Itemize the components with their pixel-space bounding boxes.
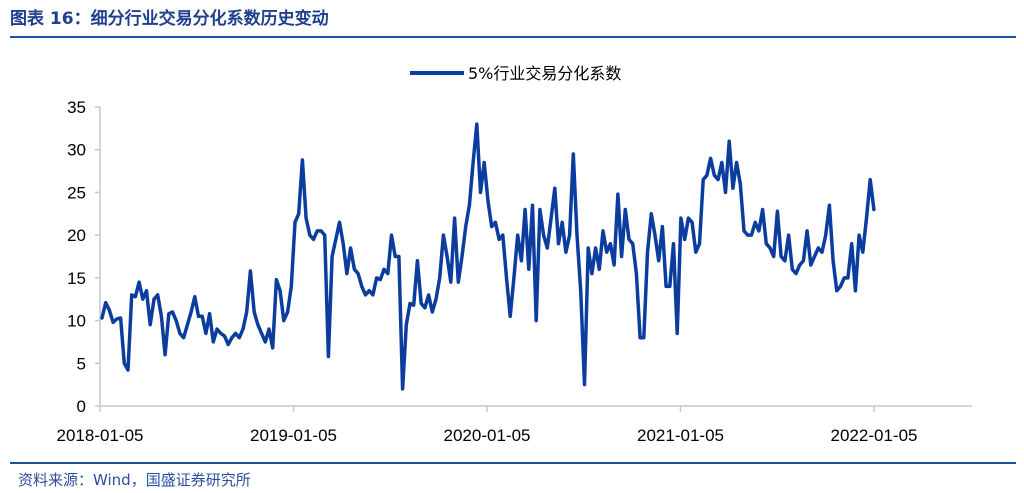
bottom-rule — [10, 462, 1016, 464]
x-tick-label: 2022-01-05 — [831, 426, 918, 445]
y-tick-label: 20 — [67, 226, 86, 245]
source-note: 资料来源：Wind，国盛证券研究所 — [18, 471, 251, 489]
x-tick-label: 2020-01-05 — [444, 426, 531, 445]
legend-label: 5%行业交易分化系数 — [468, 64, 621, 83]
figure-title: 图表 16：细分行业交易分化系数历史变动 — [10, 9, 329, 29]
y-tick-label: 10 — [67, 312, 86, 331]
y-tick-label: 0 — [77, 397, 86, 416]
y-axis-ticks: 0 5 10 15 20 25 30 35 — [67, 98, 100, 416]
legend: 5%行业交易分化系数 — [410, 64, 621, 83]
series-line — [100, 122, 876, 391]
y-tick-label: 15 — [67, 269, 86, 288]
y-tick-label: 35 — [67, 98, 86, 117]
x-axis-ticks: 2018-01-05 2019-01-05 2020-01-05 2021-01-05… — [57, 406, 918, 445]
x-tick-label: 2019-01-05 — [250, 426, 337, 445]
x-tick-label: 2021-01-05 — [637, 426, 724, 445]
top-rule — [10, 36, 1016, 38]
y-tick-label: 25 — [67, 183, 86, 202]
axes — [99, 107, 972, 407]
x-tick-label: 2018-01-05 — [57, 426, 144, 445]
y-tick-label: 5 — [77, 354, 86, 373]
y-tick-label: 30 — [67, 141, 86, 160]
